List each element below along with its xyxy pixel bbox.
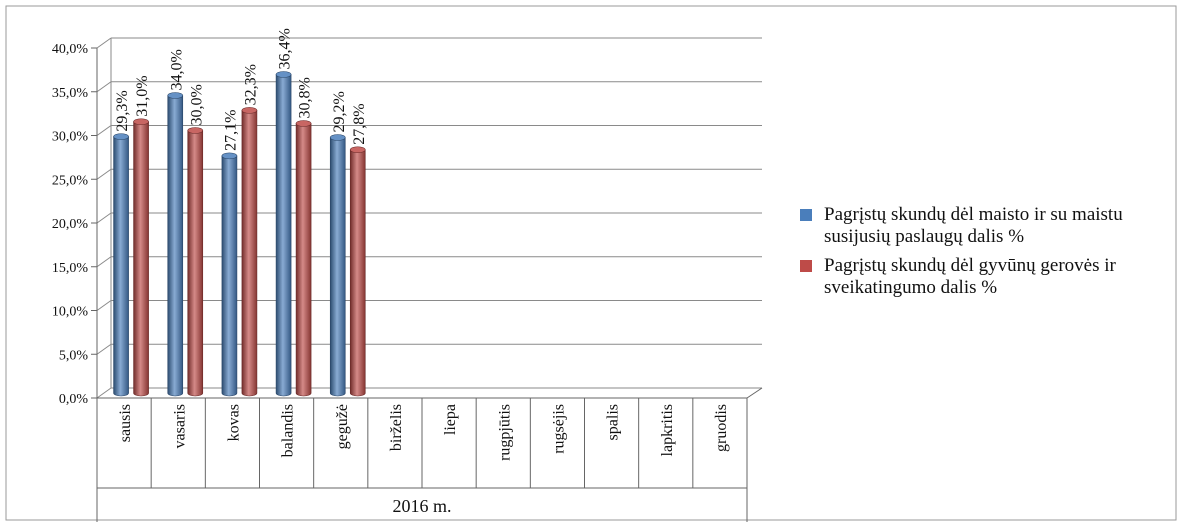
bar — [113, 133, 129, 397]
x-tick-label: rugpjūtis — [496, 404, 513, 461]
x-axis-depth — [746, 387, 763, 399]
gridline-depth — [96, 81, 112, 93]
gridline-depth — [96, 300, 112, 311]
x-tick-label: lapkritis — [659, 404, 676, 456]
legend-label: Pagrįstų skundų dėl maisto ir su maistu … — [824, 204, 1123, 247]
x-tick-label: gruodis — [713, 404, 730, 452]
bar-top — [329, 134, 346, 141]
bar — [275, 71, 292, 397]
data-label: 27,1% — [222, 110, 239, 151]
grid-lines — [91, 37, 762, 399]
bar-top — [221, 152, 238, 160]
gridline-depth — [96, 387, 112, 399]
bar — [241, 107, 258, 397]
x-tick-label: gegužė — [334, 404, 351, 449]
x-tick-label: balandis — [280, 404, 297, 457]
group-label: 2016 m. — [392, 496, 451, 516]
data-label: 27,8% — [351, 103, 368, 144]
y-tick-label: 40,0% — [52, 42, 89, 57]
x-tick-label: sausis — [117, 404, 134, 442]
bar-body — [187, 130, 204, 397]
y-tick-label: 20,0% — [52, 217, 89, 232]
legend: Pagrįstų skundų dėl maisto ir su maistu … — [800, 204, 1180, 306]
y-tick-label: 10,0% — [52, 305, 89, 320]
bar — [329, 134, 346, 397]
legend-swatch — [800, 260, 812, 272]
data-label: 36,4% — [277, 28, 294, 69]
y-tick-label: 30,0% — [52, 130, 89, 145]
data-label: 32,3% — [242, 64, 259, 105]
bar-body — [167, 95, 184, 397]
gridline-depth — [96, 168, 112, 180]
bar-top — [295, 120, 312, 127]
legend-item: Pagrįstų skundų dėl maisto ir su maistu … — [800, 204, 1180, 248]
bar — [187, 127, 204, 397]
bar-top — [349, 146, 366, 154]
bar-body — [133, 121, 149, 397]
legend-label: Pagrįstų skundų dėl gyvūnų gerovės ir sv… — [824, 255, 1116, 298]
bar-top — [113, 133, 129, 140]
data-label: 29,3% — [114, 90, 131, 131]
bar — [133, 118, 149, 397]
data-labels: 29,3% 34,0% 27,1% 36,4% 29,2% 31,0% 30,0% 32,3%… — [114, 28, 368, 151]
bar — [167, 92, 184, 397]
bar — [349, 146, 366, 397]
bar-top — [187, 127, 204, 134]
bar-body — [275, 74, 292, 397]
bar-top — [167, 92, 184, 99]
bars — [113, 71, 366, 397]
data-label: 29,2% — [331, 91, 348, 132]
x-tick-label: kovas — [225, 404, 242, 441]
gridline-depth — [96, 125, 112, 136]
y-tick-label: 5,0% — [59, 348, 89, 363]
legend-item: Pagrįstų skundų dėl gyvūnų gerovės ir sv… — [800, 255, 1180, 299]
data-label: 31,0% — [134, 75, 151, 116]
bar-body — [295, 123, 312, 397]
x-tick-label: vasaris — [171, 404, 188, 448]
bar-body — [329, 137, 346, 397]
bar-body — [113, 136, 129, 397]
data-label: 34,0% — [168, 49, 185, 90]
gridline-depth — [96, 343, 112, 355]
x-tick-label: spalis — [605, 404, 622, 440]
gridline-depth — [96, 37, 112, 49]
x-tick-label: birželis — [388, 404, 405, 451]
gridline-depth — [96, 212, 112, 224]
axes — [96, 38, 763, 522]
bar-top — [241, 107, 258, 114]
y-tick-label: 25,0% — [52, 173, 89, 188]
y-tick-label: 0,0% — [59, 392, 89, 407]
legend-swatch — [800, 209, 812, 221]
bar — [295, 120, 312, 397]
x-tick-label: rugsėjis — [550, 404, 567, 454]
data-label: 30,0% — [188, 84, 205, 125]
bar-top — [275, 71, 292, 78]
tick-labels: 0,0% 5,0% 10,0% 15,0% 20,0% 25,0% 30,0% 35,0% 40… — [52, 42, 730, 516]
bar-body — [349, 149, 366, 397]
bar-body — [241, 110, 258, 397]
bar — [221, 152, 238, 397]
x-tick-label: liepa — [442, 404, 459, 435]
y-tick-label: 35,0% — [52, 86, 89, 101]
y-tick-label: 15,0% — [52, 261, 89, 276]
bar-top — [133, 118, 149, 126]
data-label: 30,8% — [297, 77, 314, 118]
bar-body — [221, 155, 238, 397]
gridline-depth — [96, 256, 112, 268]
